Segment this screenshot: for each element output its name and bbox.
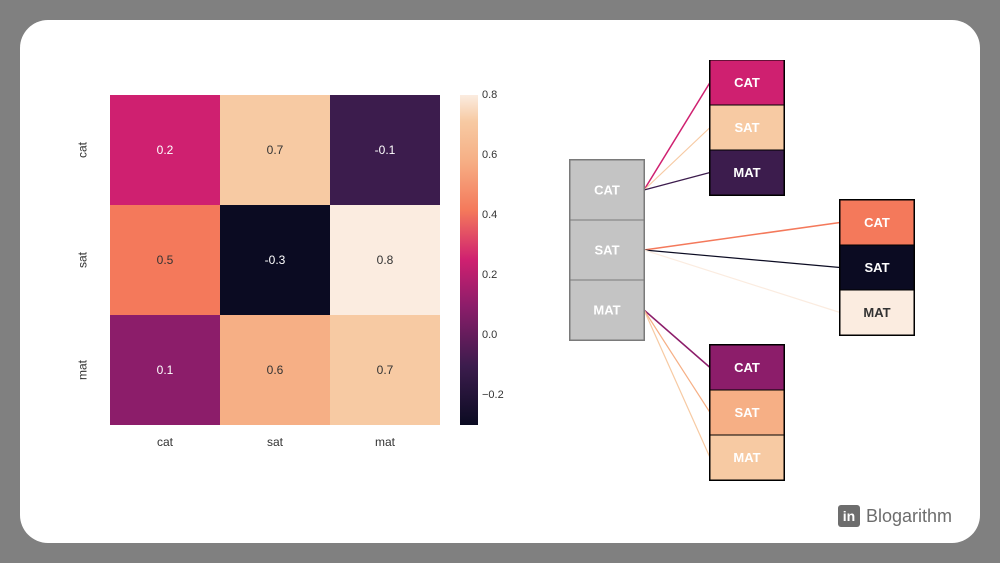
heatmap-cell: 0.5 bbox=[110, 205, 220, 315]
colorbar-tick-label: 0.6 bbox=[482, 149, 497, 161]
heatmap-y-axis: cat sat mat bbox=[60, 95, 105, 425]
target-node-label: CAT bbox=[864, 215, 890, 230]
edge bbox=[644, 250, 840, 313]
target-node-label: SAT bbox=[734, 405, 759, 420]
heatmap-cell: 0.6 bbox=[220, 315, 330, 425]
edge bbox=[644, 310, 710, 458]
logo-badge-icon: in bbox=[838, 505, 860, 527]
target-node-label: SAT bbox=[734, 120, 759, 135]
x-label: mat bbox=[330, 435, 440, 465]
target-node-label: CAT bbox=[734, 360, 760, 375]
heatmap-cell: 0.7 bbox=[220, 95, 330, 205]
colorbar bbox=[460, 95, 478, 425]
heatmap-cell: -0.1 bbox=[330, 95, 440, 205]
heatmap-cell: -0.3 bbox=[220, 205, 330, 315]
target-node-label: CAT bbox=[734, 75, 760, 90]
heatmap-grid: 0.20.7-0.10.5-0.30.80.10.60.7 bbox=[110, 95, 440, 425]
heatmap-cell: 0.7 bbox=[330, 315, 440, 425]
attention-diagram: CAT SAT MAT CAT SAT MAT CAT SAT MAT CAT SAT MAT bbox=[550, 60, 970, 490]
source-node-label: MAT bbox=[593, 303, 620, 318]
source-node-label: SAT bbox=[594, 243, 619, 258]
target-node-label: MAT bbox=[733, 165, 760, 180]
logo-text: Blogarithm bbox=[866, 506, 952, 527]
colorbar-tick-label: 0.0 bbox=[482, 329, 497, 341]
colorbar-ticks: −0.20.00.20.40.60.8 bbox=[482, 95, 522, 425]
edge bbox=[644, 310, 710, 413]
edge bbox=[644, 310, 710, 368]
heatmap-cell: 0.2 bbox=[110, 95, 220, 205]
x-label: cat bbox=[110, 435, 220, 465]
diagram-svg: CAT SAT MAT CAT SAT MAT CAT SAT MAT CAT SAT MAT bbox=[550, 60, 970, 490]
y-label: cat bbox=[60, 95, 105, 205]
target-node-label: MAT bbox=[733, 450, 760, 465]
y-label: sat bbox=[60, 205, 105, 315]
target-node-label: SAT bbox=[864, 260, 889, 275]
heatmap-cell: 0.8 bbox=[330, 205, 440, 315]
colorbar-tick-label: 0.4 bbox=[482, 209, 497, 221]
x-label: sat bbox=[220, 435, 330, 465]
edge bbox=[644, 223, 840, 251]
source-node-label: CAT bbox=[594, 183, 620, 198]
heatmap-x-axis: cat sat mat bbox=[110, 435, 440, 465]
target-node-label: MAT bbox=[863, 305, 890, 320]
colorbar-tick-label: −0.2 bbox=[482, 389, 504, 401]
y-label: mat bbox=[60, 315, 105, 425]
logo: in Blogarithm bbox=[838, 505, 952, 527]
heatmap-cell: 0.1 bbox=[110, 315, 220, 425]
content-card: cat sat mat 0.20.7-0.10.5-0.30.80.10.60.… bbox=[20, 20, 980, 543]
heatmap: cat sat mat 0.20.7-0.10.5-0.30.80.10.60.… bbox=[60, 70, 530, 500]
colorbar-tick-label: 0.2 bbox=[482, 269, 497, 281]
colorbar-tick-label: 0.8 bbox=[482, 89, 497, 101]
